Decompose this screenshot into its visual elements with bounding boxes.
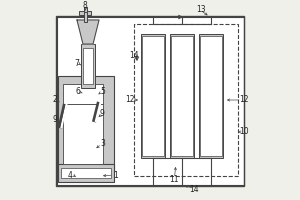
Bar — [63, 104, 103, 164]
Text: 11: 11 — [169, 174, 179, 184]
Bar — [58, 76, 114, 172]
Bar — [83, 48, 93, 84]
Bar — [61, 168, 111, 178]
Text: 1: 1 — [114, 170, 118, 180]
Bar — [58, 164, 114, 182]
Text: 4: 4 — [68, 170, 72, 180]
Bar — [142, 36, 164, 156]
Text: 5: 5 — [100, 88, 105, 97]
Bar — [200, 36, 222, 156]
Text: 10: 10 — [239, 128, 249, 136]
Text: 9: 9 — [52, 116, 57, 124]
Text: 14: 14 — [189, 184, 199, 193]
Text: 6: 6 — [76, 88, 80, 97]
Text: 9: 9 — [100, 109, 104, 118]
Text: 3: 3 — [100, 140, 105, 148]
Bar — [171, 36, 193, 156]
Text: 13: 13 — [196, 4, 206, 14]
Bar — [141, 34, 165, 158]
Text: 8: 8 — [82, 0, 87, 9]
Bar — [79, 11, 91, 15]
Text: 12: 12 — [239, 96, 249, 104]
Polygon shape — [77, 20, 99, 44]
Bar — [199, 34, 223, 158]
Text: 12: 12 — [125, 96, 135, 104]
Bar — [56, 16, 244, 186]
Bar — [81, 44, 95, 88]
Text: 2: 2 — [52, 96, 57, 104]
Bar — [84, 12, 87, 22]
Bar — [134, 24, 238, 176]
Text: 14: 14 — [129, 51, 139, 60]
Bar — [84, 7, 87, 12]
Bar — [170, 34, 194, 158]
Text: 7: 7 — [75, 58, 80, 68]
Bar — [63, 84, 103, 104]
